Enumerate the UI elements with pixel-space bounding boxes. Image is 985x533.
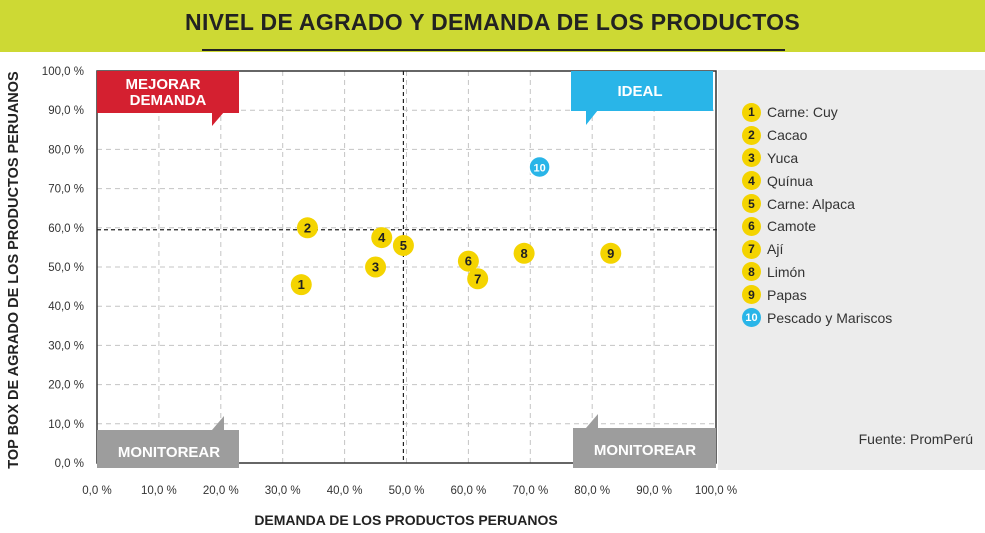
- y-tick-label: 50,0 %: [48, 262, 84, 274]
- quadrant-ideal-pointer: [586, 110, 598, 125]
- legend-marker: 5: [742, 194, 761, 214]
- legend-marker: 7: [742, 239, 761, 259]
- data-point-label: 4: [378, 230, 386, 245]
- quadrant-label-mejorar: MEJORAR: [125, 76, 200, 93]
- title-underline: [202, 49, 785, 51]
- data-point: [528, 155, 551, 179]
- chart-title: NIVEL DE AGRADO Y DEMANDA DE LOS PRODUCT…: [185, 9, 800, 35]
- data-point: [365, 256, 387, 278]
- legend-item: 4 Quínua: [742, 169, 892, 192]
- legend-marker: 4: [742, 171, 761, 191]
- plot-frame: [96, 70, 717, 464]
- legend-item: 9 Papas: [742, 283, 892, 306]
- data-point: [457, 250, 479, 272]
- y-tick-label: 90,0 %: [48, 105, 84, 117]
- legend-label: Ají: [767, 241, 784, 258]
- data-point-label: 2: [304, 220, 311, 235]
- data-point-label: 9: [607, 246, 614, 261]
- legend-label: Yuca: [767, 149, 799, 166]
- quadrant-ideal-box: [571, 71, 713, 111]
- data-point-label: 1: [298, 277, 305, 292]
- legend-label: Limón: [767, 263, 806, 280]
- y-tick-label: 80,0 %: [48, 144, 84, 156]
- data-point: [392, 234, 414, 256]
- x-tick-label: 80,0 %: [574, 485, 610, 497]
- quadrant-mejorar-pointer: [212, 112, 224, 126]
- x-tick-label: 100,0 %: [695, 485, 737, 497]
- y-tick-label: 10,0 %: [48, 419, 84, 431]
- data-point-label: 8: [520, 246, 527, 261]
- legend-item: 2 Cacao: [742, 124, 892, 147]
- quadrant-label-demanda: DEMANDA: [130, 92, 207, 109]
- legend-item: 6 Camote: [742, 215, 892, 238]
- data-point-label: 10: [533, 163, 545, 175]
- data-point: [290, 274, 312, 296]
- legend-marker: 6: [742, 216, 761, 236]
- data-point: [296, 217, 318, 239]
- quadrant-monitorear-left-box: [97, 430, 239, 468]
- legend-item: 1 Carne: Cuy: [742, 101, 892, 124]
- y-tick-label: 20,0 %: [48, 380, 84, 392]
- legend-label: Papas: [767, 286, 807, 303]
- x-tick-label: 50,0 %: [389, 485, 425, 497]
- x-tick-label: 10,0 %: [141, 485, 177, 497]
- legend-label: Carne: Alpaca: [767, 195, 855, 212]
- x-axis-label: DEMANDA DE LOS PRODUCTOS PERUANOS: [254, 512, 558, 528]
- legend-marker: 2: [742, 125, 761, 145]
- y-tick-label: 60,0 %: [48, 223, 84, 235]
- quadrant-label-ideal: IDEAL: [618, 83, 663, 100]
- y-tick-label: 30,0 %: [48, 340, 84, 352]
- legend-label: Camote: [767, 218, 817, 235]
- data-point: [513, 242, 535, 264]
- x-tick-label: 60,0 %: [450, 485, 486, 497]
- legend: 1 Carne: Cuy 2 Cacao 3 Yuca 4 Quínua 5 Carne: Alp…: [742, 101, 892, 329]
- legend-item: 7 Ají: [742, 238, 892, 261]
- legend-marker: 3: [742, 148, 761, 168]
- quadrant-monitorear-left-pointer: [212, 416, 224, 430]
- data-point-label: 5: [400, 238, 407, 253]
- x-tick-label: 70,0 %: [512, 485, 548, 497]
- legend-label: Cacao: [767, 127, 808, 144]
- y-tick-label: 0,0 %: [55, 458, 84, 470]
- title-bar: [0, 0, 985, 52]
- source-note: Fuente: PromPerú: [858, 431, 973, 447]
- legend-item: 5 Carne: Alpaca: [742, 192, 892, 215]
- x-tick-label: 30,0 %: [265, 485, 301, 497]
- quadrant-label-monitorear-right: MONITOREAR: [594, 442, 696, 459]
- y-tick-label: 40,0 %: [48, 301, 84, 313]
- y-tick-label: 100,0 %: [42, 66, 84, 78]
- legend-marker: 9: [742, 285, 761, 305]
- quadrant-mejorar-box: [97, 71, 239, 113]
- legend-label: Quínua: [767, 172, 813, 189]
- data-point: [467, 268, 489, 290]
- legend-marker: 8: [742, 262, 761, 282]
- legend-marker: 1: [742, 102, 761, 122]
- quadrant-monitorear-right-box: [573, 428, 716, 468]
- legend-label: Pescado y Mariscos: [767, 309, 893, 326]
- data-point-label: 3: [372, 260, 379, 275]
- data-point-label: 7: [474, 271, 481, 286]
- data-point-label: 6: [465, 254, 472, 269]
- legend-item: 10 Pescado y Mariscos: [742, 306, 892, 329]
- data-point: [371, 227, 393, 249]
- x-tick-label: 0,0 %: [82, 485, 111, 497]
- quadrant-monitorear-right-pointer: [586, 414, 598, 428]
- legend-marker: 10: [742, 308, 761, 328]
- data-point: [600, 242, 622, 264]
- legend-item: 3 Yuca: [742, 147, 892, 170]
- legend-panel: [718, 70, 985, 470]
- y-tick-label: 70,0 %: [48, 184, 84, 196]
- quadrant-label-monitorear-left: MONITOREAR: [118, 444, 220, 461]
- x-tick-label: 20,0 %: [203, 485, 239, 497]
- legend-item: 8 Limón: [742, 261, 892, 284]
- legend-label: Carne: Cuy: [767, 104, 838, 121]
- x-tick-label: 90,0 %: [636, 485, 672, 497]
- x-tick-label: 40,0 %: [327, 485, 363, 497]
